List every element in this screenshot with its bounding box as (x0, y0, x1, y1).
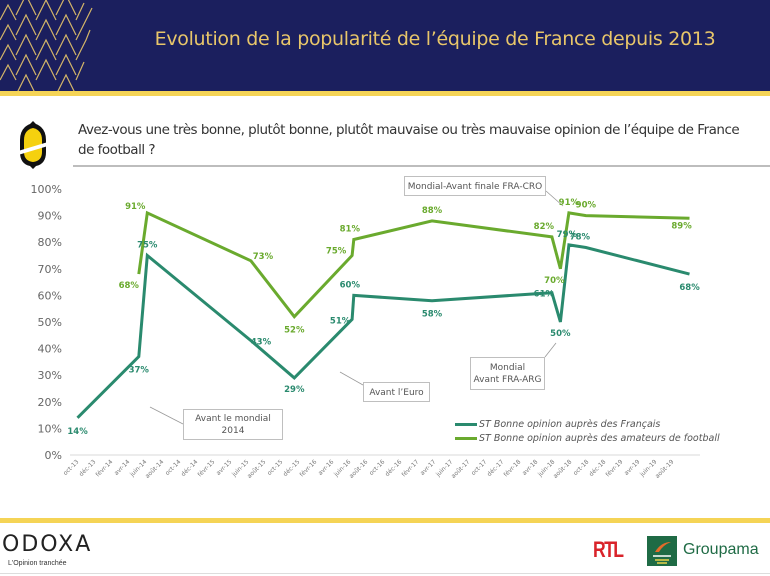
data-label: 78% (570, 233, 591, 243)
legend-label: ST Bonne opinion auprès des amateurs de … (479, 432, 720, 444)
data-label: 61% (534, 290, 555, 300)
x-tick-label: août-14 (144, 458, 166, 480)
data-label: 37% (129, 366, 150, 376)
data-label: 91% (125, 202, 146, 212)
y-tick-label: 90% (38, 210, 62, 223)
annotation-fra-arg: Mondial Avant FRA-ARG (470, 357, 545, 390)
data-label: 89% (671, 221, 692, 231)
x-tick-label: déc-17 (486, 458, 506, 478)
groupama-logo-icon (647, 536, 677, 566)
annotation-leaders (149, 190, 564, 425)
leader-line (149, 406, 184, 425)
annotation-line: Avant l’Euro (369, 388, 424, 398)
data-label: 60% (340, 280, 361, 290)
data-label: 43% (251, 338, 272, 348)
y-tick-label: 40% (38, 343, 62, 356)
x-tick-label: déc-15 (282, 458, 302, 478)
legend-item-francais: ST Bonne opinion auprès des Français (455, 417, 720, 431)
annotation-mondial-2014: Avant le mondial 2014 (183, 409, 283, 440)
x-tick-label: août-18 (552, 458, 574, 480)
groupama-name: Groupama (683, 541, 759, 558)
x-tick-label: déc-13 (78, 458, 98, 478)
data-label: 70% (544, 276, 565, 286)
data-label: 75% (326, 247, 347, 257)
x-tick-label: févr-16 (298, 458, 318, 478)
page-title: Evolution de la popularité de l’équipe d… (154, 28, 716, 50)
series-line-1 (137, 210, 690, 320)
x-tick-label: août-17 (450, 458, 472, 480)
x-tick-label: déc-14 (180, 458, 200, 478)
leader-line (339, 371, 364, 386)
x-tick-label: févr-15 (196, 458, 216, 478)
y-tick-label: 20% (38, 396, 62, 409)
x-tick-label: févr-17 (400, 458, 420, 478)
x-tick-label: déc-16 (384, 458, 404, 478)
leader-line (545, 190, 564, 207)
x-tick-label: déc-18 (588, 458, 608, 478)
y-tick-label: 30% (38, 369, 62, 382)
chevron-pattern-icon (0, 0, 93, 91)
legend-swatch (455, 422, 477, 426)
chart-legend: ST Bonne opinion auprès des Français ST … (455, 417, 720, 445)
data-label: 29% (284, 385, 305, 395)
y-tick-label: 50% (38, 316, 62, 329)
data-label: 91% (559, 198, 580, 208)
data-label: 75% (137, 241, 158, 251)
annotation-line: Avant FRA-ARG (473, 375, 542, 385)
data-label: 52% (284, 326, 305, 336)
leader-line (544, 342, 557, 358)
data-label: 82% (534, 222, 555, 232)
legend-swatch (455, 436, 477, 440)
y-tick-label: 60% (38, 289, 62, 302)
legend-item-amateurs: ST Bonne opinion auprès des amateurs de … (455, 431, 720, 445)
data-label: 81% (340, 225, 361, 235)
rtl-logo: RTL (593, 537, 624, 562)
header-stripe (0, 91, 770, 96)
annotation-line: 2014 (221, 426, 245, 436)
footer-stripe (0, 518, 770, 523)
y-tick-label: 10% (38, 422, 62, 435)
data-label: 14% (67, 427, 88, 437)
annotation-line: Avant le mondial (195, 414, 271, 424)
x-tick-label: août-16 (348, 458, 370, 480)
data-label: 50% (550, 329, 571, 339)
annotation-fra-cro: Mondial-Avant finale FRA-CRO (404, 176, 546, 196)
odoxa-tagline: L'Opinion tranchée (8, 560, 67, 567)
data-label: 58% (422, 310, 443, 320)
survey-question: Avez-vous une très bonne, plutôt bonne, … (78, 122, 740, 158)
odoxa-question-icon (18, 121, 48, 169)
series-line-0 (76, 243, 690, 419)
data-label: 51% (330, 316, 351, 326)
line-chart: 0% 10% 20% 30% 40% 50% 60% 70% 80% 90% 100% oct-13… (31, 183, 701, 480)
y-tick-label: 0% (45, 449, 62, 462)
x-tick-label: août-19 (654, 458, 676, 480)
data-label: 88% (422, 206, 443, 216)
x-tick-label: févr-18 (502, 458, 522, 478)
y-axis: 0% 10% 20% 30% 40% 50% 60% 70% 80% 90% 100% (31, 183, 62, 462)
data-label: 68% (679, 283, 700, 293)
data-labels: 14% 37% 75% 43% 29% 51% 60% 58% 61% 50% 79%78% 68% 6… (67, 198, 700, 437)
data-label: 68% (119, 281, 140, 291)
question-divider (73, 165, 770, 167)
x-axis: oct-13déc-13févr-14avr-14juin-14août-14o… (62, 458, 676, 480)
data-label: 79% (557, 230, 578, 240)
y-tick-label: 70% (38, 263, 62, 276)
annotation-euro: Avant l’Euro (363, 382, 430, 402)
x-tick-label: févr-19 (604, 458, 624, 478)
header-banner: Evolution de la popularité de l’équipe d… (0, 0, 770, 91)
legend-label: ST Bonne opinion auprès des Français (479, 418, 661, 430)
annotation-line: Mondial (489, 363, 526, 373)
x-tick-label: août-15 (246, 458, 268, 480)
y-tick-label: 100% (31, 183, 62, 196)
series-group (76, 210, 690, 419)
data-label: 73% (253, 252, 274, 262)
annotation-line: Mondial-Avant finale FRA-CRO (407, 182, 543, 192)
x-tick-label: févr-14 (94, 458, 114, 478)
data-label: 90% (576, 201, 597, 211)
footer-divider (0, 573, 770, 574)
y-tick-label: 80% (38, 236, 62, 249)
odoxa-logo: ODOXA (2, 532, 93, 557)
